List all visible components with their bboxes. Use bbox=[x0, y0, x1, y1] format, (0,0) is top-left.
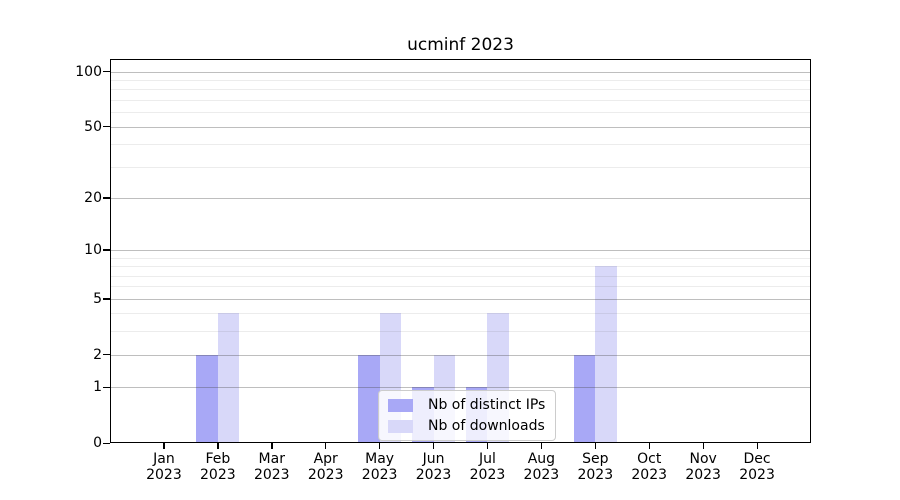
x-tick-mark bbox=[486, 443, 489, 449]
x-tick-year: 2023 bbox=[307, 467, 344, 483]
x-tick-year: 2023 bbox=[739, 467, 775, 483]
x-tick-month: Oct bbox=[637, 451, 662, 467]
gridline-minor bbox=[110, 144, 811, 146]
x-tick-month: Nov bbox=[689, 451, 717, 467]
gridline-major bbox=[110, 387, 811, 389]
x-tick-year: 2023 bbox=[415, 467, 452, 483]
x-tick-mark bbox=[702, 443, 704, 449]
bar-distinct-ips bbox=[196, 354, 218, 443]
y-tick-mark bbox=[103, 126, 110, 128]
gridline-minor bbox=[110, 166, 811, 168]
x-tick-year: 2023 bbox=[523, 467, 560, 483]
x-tick-year: 2023 bbox=[577, 467, 614, 483]
y-tick-mark bbox=[103, 249, 110, 251]
x-tick-year: 2023 bbox=[685, 467, 721, 483]
x-tick-label: Apr 2023 bbox=[308, 451, 344, 483]
legend-row-distinct-ips: Nb of distinct IPs bbox=[388, 397, 545, 413]
gridline-major bbox=[110, 354, 811, 356]
gridline-minor bbox=[110, 275, 811, 277]
x-tick-label: Feb 2023 bbox=[200, 451, 236, 483]
y-tick-mark bbox=[103, 71, 110, 73]
x-tick-mark bbox=[433, 443, 435, 449]
y-tick-mark bbox=[103, 298, 110, 300]
bar-downloads bbox=[595, 266, 617, 443]
x-tick-mark bbox=[594, 443, 597, 449]
x-tick-label: May 2023 bbox=[362, 451, 398, 483]
gridline-major bbox=[110, 197, 811, 199]
legend-row-downloads: Nb of downloads bbox=[388, 418, 545, 434]
x-tick-label: Aug 2023 bbox=[524, 451, 560, 483]
x-tick-mark bbox=[217, 443, 219, 449]
y-tick-label: 100 bbox=[75, 63, 102, 80]
x-tick-month: Aug bbox=[527, 451, 556, 467]
x-tick-year: 2023 bbox=[146, 467, 182, 483]
x-tick-month: Jul bbox=[478, 451, 496, 467]
legend-label-downloads: Nb of downloads bbox=[428, 418, 545, 434]
gridline-major bbox=[110, 249, 811, 251]
legend-swatch-distinct-ips bbox=[388, 398, 413, 412]
gridline-minor bbox=[110, 286, 811, 288]
x-tick-month: Apr bbox=[313, 451, 338, 467]
legend-swatch-downloads bbox=[388, 419, 413, 433]
bar-distinct-ips bbox=[573, 354, 596, 443]
gridline-minor bbox=[110, 313, 811, 315]
gridline-major bbox=[110, 126, 811, 128]
x-tick-year: 2023 bbox=[200, 467, 236, 483]
x-tick-mark bbox=[648, 443, 651, 449]
x-tick-month: Mar bbox=[258, 451, 285, 467]
gridline-major bbox=[110, 298, 811, 300]
x-tick-mark bbox=[540, 443, 543, 449]
x-tick-month: Jan bbox=[153, 451, 175, 467]
gridline-minor bbox=[110, 257, 811, 259]
y-tick-label: 20 bbox=[84, 189, 102, 206]
x-tick-label: Dec 2023 bbox=[739, 451, 775, 483]
x-tick-label: Nov 2023 bbox=[685, 451, 721, 483]
x-tick-month: May bbox=[365, 451, 395, 467]
y-tick-label: 10 bbox=[84, 241, 102, 258]
x-tick-month: Jun bbox=[422, 451, 445, 467]
x-tick-label: Oct 2023 bbox=[631, 451, 667, 483]
x-tick-label: Jun 2023 bbox=[416, 451, 452, 483]
gridline-minor bbox=[110, 99, 811, 101]
y-tick-label: 5 bbox=[93, 290, 102, 307]
legend-label-distinct-ips: Nb of distinct IPs bbox=[428, 397, 546, 413]
gridline-minor bbox=[110, 266, 811, 268]
gridline-minor bbox=[110, 89, 811, 91]
gridline-minor bbox=[110, 112, 811, 114]
x-tick-month: Feb bbox=[205, 451, 231, 467]
x-tick-label: Jan 2023 bbox=[146, 451, 182, 483]
x-tick-mark bbox=[379, 443, 381, 449]
x-tick-mark bbox=[271, 443, 273, 449]
gridline-minor bbox=[110, 79, 811, 81]
x-tick-label: Jul 2023 bbox=[470, 451, 506, 483]
legend: Nb of distinct IPs Nb of downloads bbox=[378, 390, 557, 441]
plot-area: Nb of distinct IPs Nb of downloads bbox=[110, 59, 811, 443]
gridline-minor bbox=[110, 331, 811, 333]
x-tick-year: 2023 bbox=[631, 467, 668, 483]
bar-distinct-ips bbox=[358, 354, 380, 443]
y-tick-mark bbox=[103, 197, 110, 199]
x-tick-mark bbox=[325, 443, 327, 449]
y-tick-mark bbox=[103, 386, 110, 388]
x-tick-year: 2023 bbox=[469, 467, 506, 483]
bar-downloads bbox=[217, 313, 240, 443]
chart-title: ucminf 2023 bbox=[407, 35, 514, 55]
x-tick-year: 2023 bbox=[253, 467, 290, 483]
x-tick-mark bbox=[756, 443, 758, 449]
y-tick-mark bbox=[103, 442, 110, 444]
x-tick-month: Sep bbox=[582, 451, 609, 467]
x-tick-month: Dec bbox=[743, 451, 771, 467]
x-tick-label: Sep 2023 bbox=[577, 451, 613, 483]
x-tick-mark bbox=[163, 443, 165, 449]
gridline-major bbox=[110, 71, 811, 73]
x-tick-year: 2023 bbox=[361, 467, 398, 483]
y-tick-label: 0 bbox=[93, 435, 102, 451]
y-tick-label: 2 bbox=[93, 346, 102, 363]
y-tick-label: 50 bbox=[84, 118, 102, 135]
y-tick-label: 1 bbox=[93, 379, 102, 396]
y-tick-mark bbox=[103, 354, 110, 356]
x-tick-label: Mar 2023 bbox=[254, 451, 290, 483]
